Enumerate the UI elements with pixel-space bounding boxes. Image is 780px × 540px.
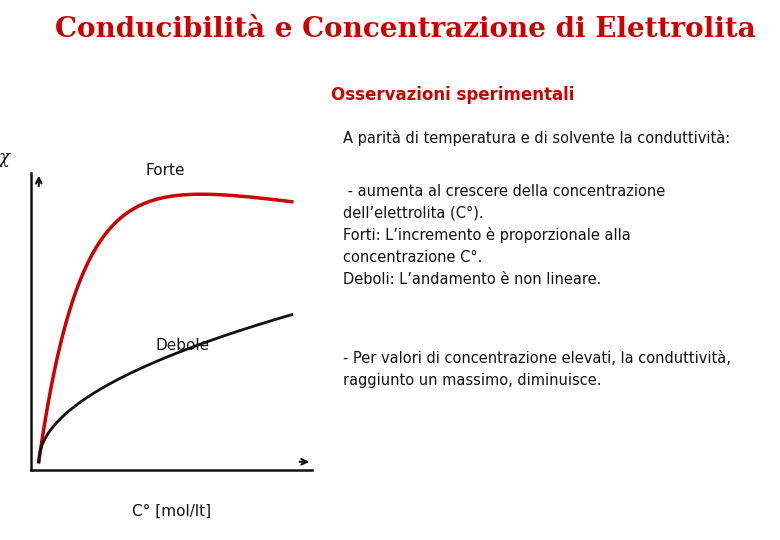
Text: χ: χ — [0, 149, 9, 167]
Text: Conducibilità e Concentrazione di Elettrolita: Conducibilità e Concentrazione di Elettr… — [55, 16, 755, 43]
Text: - Per valori di concentrazione elevati, la conduttività,
raggiunto un massimo, d: - Per valori di concentrazione elevati, … — [343, 351, 731, 388]
Text: A parità di temperatura e di solvente la conduttività:: A parità di temperatura e di solvente la… — [343, 130, 730, 146]
Text: Osservazioni sperimentali: Osservazioni sperimentali — [331, 86, 574, 104]
Text: - aumenta al crescere della concentrazione
dell’elettrolita (C°).
Forti: L’incre: - aumenta al crescere della concentrazio… — [343, 184, 665, 287]
Text: Debole: Debole — [155, 339, 209, 353]
Text: Forte: Forte — [145, 164, 185, 179]
Text: C° [mol/lt]: C° [mol/lt] — [132, 504, 211, 519]
